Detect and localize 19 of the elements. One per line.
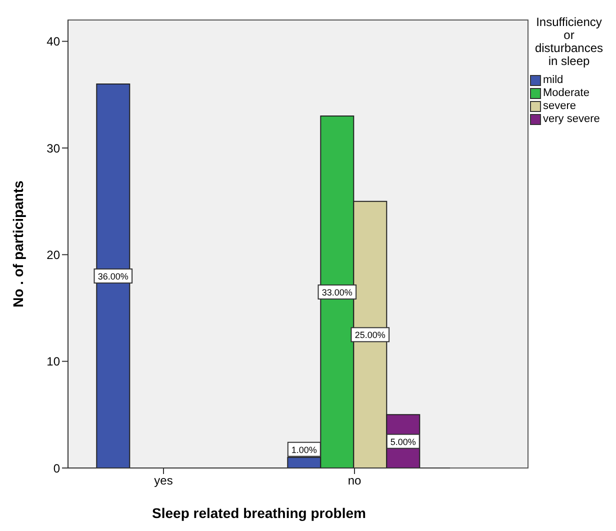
legend-label: mild <box>543 74 564 87</box>
y-axis-title: No . of participants <box>10 180 26 308</box>
legend-label: severe <box>543 100 576 113</box>
data-label: 5.00% <box>390 436 416 447</box>
y-tick-label: 0 <box>53 461 60 476</box>
x-tick-label: yes <box>154 474 173 488</box>
legend-label: Moderate <box>543 87 590 100</box>
data-label: 25.00% <box>354 330 386 340</box>
data-label: 36.00% <box>98 272 128 282</box>
legend-label: very severe <box>543 113 600 126</box>
x-axis-title: Sleep related breathing problem <box>152 505 366 521</box>
data-label: 1.00% <box>291 444 317 455</box>
x-tick-label: no <box>348 474 362 488</box>
data-label: 33.00% <box>322 288 352 298</box>
y-tick-label: 20 <box>46 248 60 262</box>
y-tick-label: 10 <box>46 354 60 369</box>
y-tick-label: 30 <box>46 141 60 156</box>
y-tick-label: 40 <box>46 34 60 49</box>
legend-title: Insufficiency or disturbances in sleep <box>534 15 604 68</box>
